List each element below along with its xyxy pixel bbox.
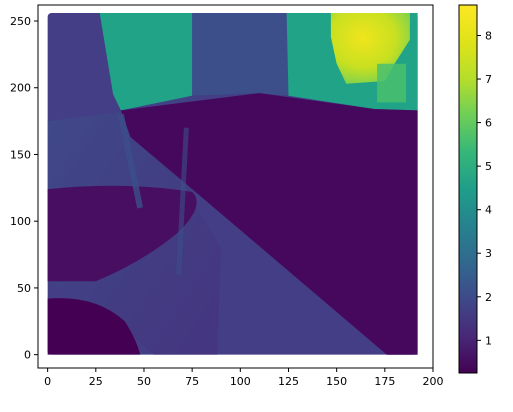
x-tick-label: 150: [326, 375, 347, 388]
colorbar-tick-label: 2: [485, 291, 492, 304]
pole-line-left: [117, 113, 144, 209]
pole-line-right: [176, 127, 189, 275]
colorbar-tick-label: 5: [485, 160, 492, 173]
x-tick-label: 0: [44, 375, 51, 388]
y-axis: 0 50 100 150 200 250: [10, 15, 38, 362]
region-table-top: [47, 185, 197, 282]
x-tick-label: 175: [374, 375, 395, 388]
x-tick-label: 25: [89, 375, 103, 388]
region-window-frame: [377, 63, 406, 103]
y-tick-label: 250: [10, 15, 31, 28]
colorbar-tick-label: 1: [485, 334, 492, 347]
region-wall-left: [99, 13, 196, 111]
y-tick-label: 100: [10, 215, 31, 228]
x-tick-label: 50: [137, 375, 151, 388]
colorbar-axis: 1 2 3 4 5 6 7 8: [477, 29, 492, 347]
x-tick-label: 75: [185, 375, 199, 388]
colorbar-tick-label: 6: [485, 117, 492, 130]
y-tick-label: 0: [24, 349, 31, 362]
region-lower-left-object: [47, 298, 141, 355]
region-wall-center: [192, 13, 295, 96]
y-tick-label: 150: [10, 148, 31, 161]
x-axis: 0 25 50 75 100 125 150 175 200: [44, 368, 444, 388]
colorbar-tick-label: 8: [485, 29, 492, 42]
heatmap-image: [47, 13, 418, 355]
x-tick-label: 100: [230, 375, 251, 388]
y-tick-label: 200: [10, 82, 31, 95]
region-floor-right: [120, 93, 418, 355]
x-tick-label: 200: [423, 375, 444, 388]
colorbar-tick-label: 4: [485, 204, 492, 217]
colorbar: [458, 4, 478, 374]
y-tick-label: 50: [17, 282, 31, 295]
x-tick-label: 125: [278, 375, 299, 388]
colorbar-tick-label: 7: [485, 73, 492, 86]
plot-frame: [37, 4, 434, 369]
colorbar-tick-label: 3: [485, 247, 492, 260]
